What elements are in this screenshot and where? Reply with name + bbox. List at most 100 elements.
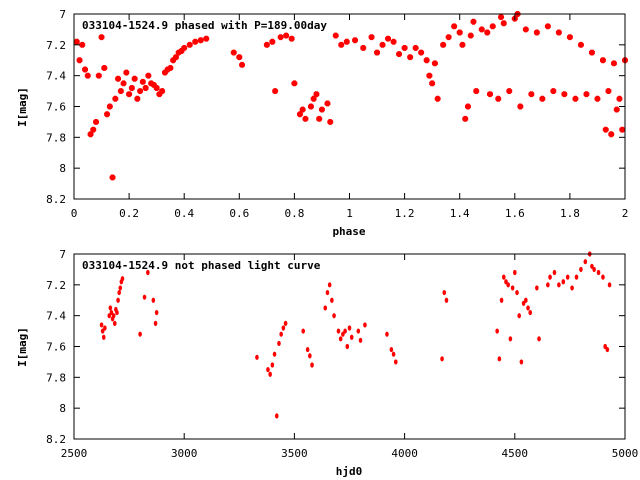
unphased-data-point <box>349 334 354 340</box>
phased-data-point <box>470 18 477 25</box>
phased-x-tick-label: 1.2 <box>395 207 415 220</box>
unphased-x-tick-label: 3500 <box>281 447 308 460</box>
unphased-x-tick-label: 5000 <box>612 447 639 460</box>
phased-data-point <box>319 106 325 113</box>
unphased-y-tick-label: 7.6 <box>46 341 66 354</box>
phased-data-point <box>269 38 276 45</box>
unphased-y-tick-label: 7 <box>59 248 66 261</box>
unphased-data-point <box>570 285 574 291</box>
phased-data-point <box>445 34 452 41</box>
phased-data-point <box>90 126 97 133</box>
phased-data-point <box>495 95 502 102</box>
unphased-data-point <box>336 328 341 334</box>
unphased-data-point <box>519 359 524 365</box>
phased-data-point <box>566 34 573 41</box>
phased-data-point <box>263 41 270 48</box>
unphased-data-point <box>391 351 396 357</box>
phased-data-point <box>313 91 320 98</box>
unphased-x-tick-label: 3000 <box>171 447 198 460</box>
unphased-data-point <box>305 346 310 353</box>
unphased-data-point <box>501 274 506 280</box>
unphased-data-point <box>596 269 601 276</box>
unphased-data-point <box>385 331 389 337</box>
phased-data-point <box>73 38 80 45</box>
phased-data-point <box>426 72 433 79</box>
phased-data-point <box>167 65 174 71</box>
phased-data-point <box>379 41 386 48</box>
unphased-y-axis-label: I[mag] <box>16 327 29 367</box>
phased-data-point <box>343 38 350 45</box>
phased-data-point <box>115 75 121 82</box>
phased-y-axis-label: I[mag] <box>16 87 29 127</box>
unphased-data-point <box>557 282 561 288</box>
phased-data-point <box>299 106 306 113</box>
unphased-data-point <box>444 297 449 303</box>
unphased-data-point <box>393 359 398 365</box>
phased-y-tick-label: 7.2 <box>46 39 66 52</box>
phased-x-tick-label: 0.6 <box>229 207 249 220</box>
unphased-data-point <box>116 297 120 303</box>
phased-data-point <box>533 29 540 36</box>
unphased-data-point <box>442 289 447 296</box>
unphased-points-layer <box>99 251 612 419</box>
phased-data-point <box>462 115 469 122</box>
unphased-data-point <box>99 322 104 328</box>
unphased-data-point <box>332 313 336 319</box>
unphased-data-point <box>283 320 288 326</box>
phased-data-point <box>332 32 339 39</box>
unphased-data-point <box>605 346 610 353</box>
phased-data-point <box>544 23 551 30</box>
phased-data-point <box>142 85 149 91</box>
unphased-y-tick-label: 7.4 <box>46 310 66 323</box>
phased-data-point <box>128 85 135 91</box>
unphased-data-point <box>118 285 123 291</box>
phased-data-point <box>297 111 303 118</box>
unphased-data-point <box>506 282 510 288</box>
unphased-data-point <box>517 313 522 319</box>
unphased-data-point <box>583 259 588 265</box>
phased-data-point <box>109 174 116 181</box>
phased-data-point <box>390 38 397 45</box>
phased-data-point <box>338 41 345 48</box>
phased-data-point <box>589 49 595 56</box>
phased-data-point <box>239 61 245 68</box>
unphased-data-point <box>112 320 117 326</box>
phased-data-point <box>87 131 94 138</box>
phased-data-point <box>602 126 609 133</box>
phased-y-axis: 7 7.2 7.4 7.6 7.8 8 8.2 <box>46 8 625 206</box>
phased-data-point <box>611 60 617 67</box>
phased-data-point <box>431 60 438 67</box>
phased-data-point <box>173 54 179 61</box>
unphased-y-tick-label: 7.2 <box>46 279 66 292</box>
phased-data-point <box>489 23 496 30</box>
unphased-data-point <box>330 297 334 303</box>
unphased-data-point <box>347 325 352 331</box>
unphased-x-tick-label: 4500 <box>502 447 529 460</box>
phased-data-point <box>308 103 314 110</box>
phased-data-point <box>153 85 160 91</box>
phased-data-point <box>613 106 620 113</box>
phased-data-point <box>104 111 110 118</box>
phased-data-point <box>352 37 358 44</box>
unphased-data-point <box>325 289 330 296</box>
unphased-data-point <box>281 325 286 331</box>
unphased-data-point <box>115 309 119 316</box>
unphased-data-point <box>154 309 159 316</box>
unphased-data-point <box>111 313 116 319</box>
phased-data-point <box>517 103 524 110</box>
phased-data-point <box>401 45 408 51</box>
unphased-data-point <box>255 354 259 360</box>
unphased-data-point <box>272 351 277 357</box>
phased-x-tick-label: 0 <box>71 207 78 220</box>
unphased-plot-frame <box>73 253 626 440</box>
phased-data-point <box>440 41 447 48</box>
unphased-y-tick-label: 8.2 <box>46 433 66 446</box>
phased-data-point <box>186 41 193 48</box>
unphased-data-point <box>120 276 125 282</box>
phased-data-point <box>131 75 138 82</box>
unphased-data-point <box>323 305 328 311</box>
phased-data-point <box>605 88 612 94</box>
unphased-data-point <box>356 328 361 334</box>
phased-data-point <box>561 91 568 98</box>
